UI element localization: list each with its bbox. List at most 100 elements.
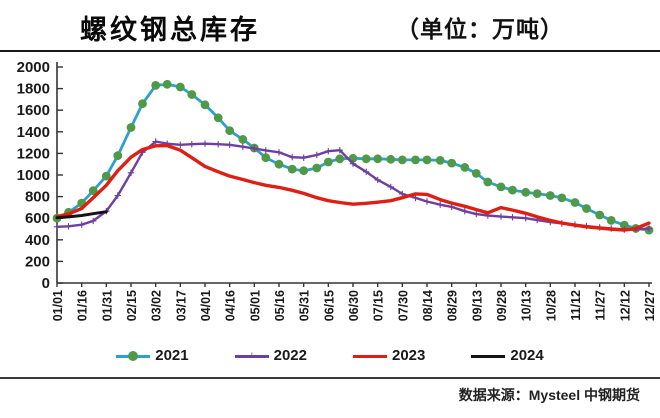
series-2022-marker <box>325 148 332 155</box>
x-tick-label: 10/28 <box>544 290 558 321</box>
series-2022-marker <box>65 223 72 230</box>
series-2022-marker <box>423 198 431 205</box>
y-tick-label: 2000 <box>17 59 50 76</box>
series-2024-line <box>55 210 108 220</box>
series-2021-marker <box>187 90 197 99</box>
legend-item-2024: 2024 <box>471 347 544 364</box>
series-2021-marker <box>175 82 185 92</box>
legend-item-2021: 2021 <box>116 347 189 364</box>
x-tick-label: 07/30 <box>396 290 410 321</box>
series-2021-marker <box>570 198 580 207</box>
series-2021-marker <box>483 177 493 187</box>
series-2022-marker <box>349 160 357 167</box>
series-2021-marker <box>200 100 210 110</box>
series-2021-marker <box>447 158 457 168</box>
x-tick-label: 01/16 <box>76 290 90 321</box>
series-2021-marker <box>113 151 123 161</box>
series-2021-marker <box>606 216 616 225</box>
legend-line-icon <box>471 354 506 358</box>
series-2021-marker <box>435 156 445 165</box>
series-2022-marker <box>127 169 135 176</box>
y-tick-label: 1400 <box>17 124 50 141</box>
series-2021-marker <box>557 193 567 203</box>
series-2021-marker <box>88 186 98 196</box>
series-2022-marker <box>522 215 529 222</box>
series-2022-marker <box>78 221 85 228</box>
x-tick-label: 03/02 <box>150 290 164 321</box>
axes: 0 200 400 600 800 1000 1200 1400 1600 1800 2000 01/… <box>17 59 657 321</box>
x-tick-label: 05/31 <box>298 290 312 321</box>
series-2021-marker <box>299 166 309 176</box>
series-2022-marker <box>177 141 184 148</box>
series-2021-marker <box>397 155 407 165</box>
legend-label: 2024 <box>510 347 544 364</box>
series-2021-marker <box>323 157 333 167</box>
legend-line-icon <box>353 354 387 358</box>
series-2021-marker <box>508 185 517 195</box>
legend-line-icon <box>234 354 269 358</box>
series-2022-marker <box>509 214 516 221</box>
legend-plus-icon: + <box>248 349 256 362</box>
series-2022-marker <box>152 138 159 145</box>
series-2021-marker <box>126 123 136 132</box>
series-2021-marker <box>287 164 297 174</box>
data-source-note: 数据来源：Mysteel 中钢期货 <box>458 387 640 403</box>
legend-swatch-2023 <box>353 350 387 362</box>
series-2022-marker <box>289 154 296 161</box>
series-2022-marker <box>90 217 97 225</box>
y-tick-label: 1000 <box>17 167 50 184</box>
series-2022-marker <box>437 201 444 208</box>
series-2021-marker <box>101 171 111 181</box>
y-tick-label: 800 <box>25 189 50 206</box>
series-2021-marker <box>471 169 481 178</box>
x-tick-label: 04/16 <box>224 290 238 321</box>
series-2022-marker <box>262 147 269 154</box>
x-tick-label: 01/31 <box>100 290 114 321</box>
chart-unit-label: （单位：万吨） <box>396 17 564 42</box>
series-2022-marker <box>239 143 246 150</box>
legend-label: 2023 <box>392 347 426 364</box>
series-2022-marker <box>300 154 307 161</box>
top-divider <box>0 50 660 52</box>
y-tick-label: 200 <box>25 253 50 270</box>
series-2021-marker <box>619 220 629 230</box>
x-tick-label: 08/29 <box>446 290 460 321</box>
x-tick-label: 04/01 <box>199 290 213 321</box>
x-tick-label: 03/17 <box>174 290 188 321</box>
series-2021-marker <box>373 154 383 164</box>
series-2021-marker <box>422 155 432 165</box>
series-2021-marker <box>225 126 235 136</box>
x-tick-label: 08/14 <box>421 290 435 321</box>
series-2021-marker <box>238 135 248 144</box>
series-2022-marker <box>473 210 480 218</box>
legend-label: 2022 <box>273 347 307 364</box>
x-tick-label: 05/16 <box>273 290 287 321</box>
legend-swatch-2024 <box>471 350 506 362</box>
x-tick-label: 02/15 <box>125 290 139 321</box>
legend-label: 2021 <box>155 347 189 364</box>
series-2022-marker <box>387 183 394 191</box>
y-tick-label: 0 <box>42 275 50 292</box>
series-2021-marker <box>496 182 506 192</box>
bottom-divider <box>0 377 660 379</box>
series-2022-marker <box>336 147 343 154</box>
series-2021-marker <box>411 155 420 165</box>
x-tick-label: 06/15 <box>322 290 336 321</box>
series-2022-marker <box>374 176 381 184</box>
x-tick-label: 11/12 <box>569 290 583 321</box>
series-2021-marker <box>386 154 396 164</box>
x-tick-label: 06/30 <box>347 290 361 321</box>
series-2022-marker <box>275 149 283 156</box>
legend-swatch-2022: + <box>234 349 269 362</box>
x-tick-label: 09/28 <box>495 290 509 321</box>
series-2021-marker <box>532 189 542 199</box>
series-2023-line <box>55 143 651 232</box>
series-2021-marker <box>138 99 147 109</box>
series-2021-marker <box>521 187 531 197</box>
series-2022-marker <box>313 151 320 159</box>
y-tick-label: 1600 <box>17 102 50 119</box>
legend-item-2023: 2023 <box>353 347 425 364</box>
legend-swatch-2021 <box>116 350 151 362</box>
